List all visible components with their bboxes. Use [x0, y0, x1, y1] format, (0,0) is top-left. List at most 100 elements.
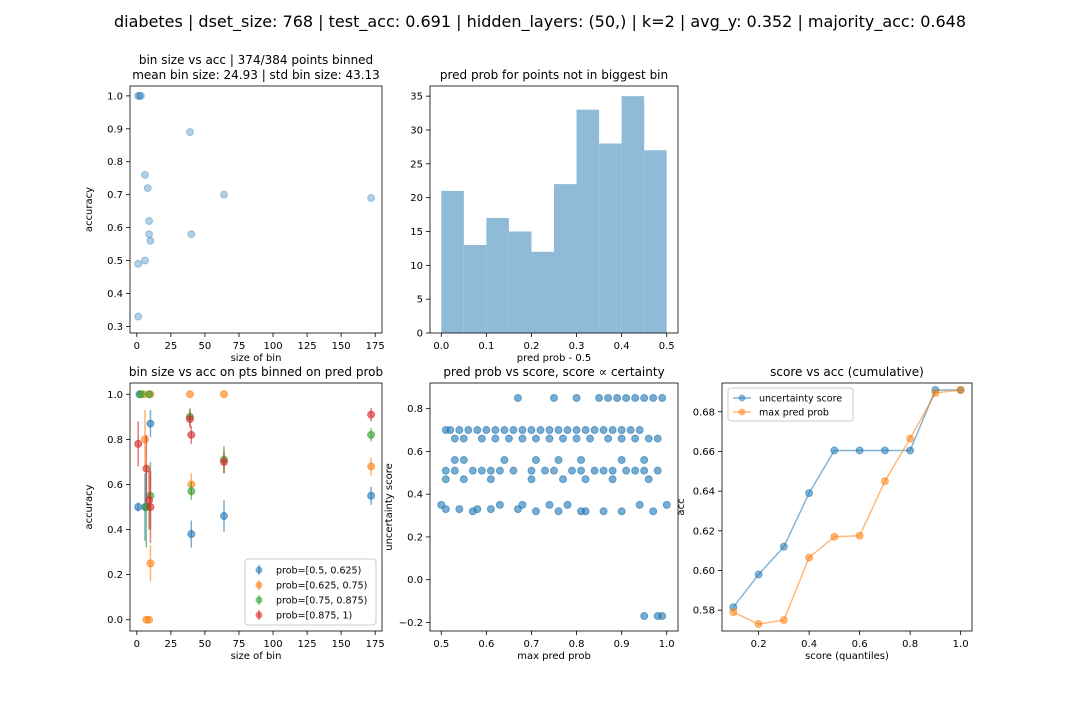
- y-tick-label: 0.2: [107, 570, 123, 581]
- scatter-point: [219, 512, 228, 521]
- scatter-point: [367, 462, 376, 471]
- scatter-point: [509, 466, 518, 475]
- scatter-point: [477, 434, 486, 443]
- x-tick-label: 0.8: [569, 639, 585, 650]
- scatter-point: [146, 503, 155, 511]
- x-tick-label: 100: [263, 341, 282, 352]
- scatter-point: [146, 236, 155, 245]
- scatter-point: [617, 434, 626, 443]
- y-tick-label: 0.5: [107, 256, 123, 267]
- chart-title: score vs acc (cumulative): [770, 365, 924, 379]
- scatter-point: [504, 434, 513, 443]
- x-axis-label: score (quantiles): [805, 651, 889, 662]
- x-axis-label: max pred prob: [517, 651, 591, 662]
- chart-title: pred prob vs score, score ∝ certainty: [443, 365, 664, 379]
- y-tick-label: 20: [410, 193, 423, 204]
- y-tick-label: 10: [410, 261, 423, 272]
- x-tick-label: 50: [199, 639, 212, 650]
- x-tick-label: 175: [366, 341, 385, 352]
- scatter-point: [572, 393, 581, 402]
- scatter-point: [477, 466, 486, 475]
- scatter-point: [622, 466, 631, 475]
- scatter-point: [599, 466, 608, 475]
- series-point: [830, 446, 839, 455]
- y-tick-label: 25: [410, 159, 423, 170]
- y-tick-label: 1.0: [107, 390, 123, 401]
- legend-label: uncertainty score: [759, 394, 842, 405]
- scatter-point: [626, 426, 635, 435]
- scatter-point: [140, 256, 149, 265]
- scatter-point: [187, 487, 196, 496]
- legend-marker: [738, 394, 746, 402]
- series-line: [732, 389, 961, 608]
- series-point: [855, 446, 864, 455]
- y-tick-label: 0.58: [693, 606, 715, 617]
- scatter-point: [468, 466, 477, 475]
- scatter-point: [187, 530, 196, 539]
- scatter-point: [146, 419, 155, 428]
- scatter-point: [568, 466, 577, 475]
- histogram-bar: [621, 96, 645, 333]
- legend-box: [244, 558, 377, 626]
- legend-marker: [255, 611, 263, 619]
- scatter-point: [604, 393, 613, 402]
- scatter-point: [441, 505, 450, 514]
- scatter-point: [658, 393, 667, 402]
- scatter-point: [640, 466, 649, 475]
- series-point: [956, 385, 965, 394]
- y-tick-label: 15: [410, 227, 423, 238]
- x-tick-label: 25: [164, 341, 177, 352]
- y-tick-label: 0.4: [107, 289, 123, 300]
- histogram-bar: [441, 190, 464, 333]
- charts: 0 25 50 75 100 125 150 1750.30.40.50.60.70.80.9…: [84, 53, 973, 662]
- scatter-point: [446, 426, 455, 435]
- x-tick-label: 0: [134, 639, 140, 650]
- scatter-point: [136, 91, 145, 100]
- scatter-point: [441, 466, 450, 475]
- scatter-point: [649, 507, 658, 516]
- scatter-point: [635, 500, 644, 509]
- scatter-point: [187, 430, 196, 439]
- scatter-point: [658, 612, 667, 621]
- y-tick-label: 30: [410, 125, 423, 136]
- scatter-point: [613, 393, 622, 402]
- histogram-bar: [531, 251, 554, 333]
- scatter-point: [608, 475, 617, 484]
- scatter-point: [219, 190, 228, 199]
- scatter-point: [145, 217, 154, 226]
- scatter-point: [563, 500, 572, 509]
- y-tick-label: 0: [417, 329, 423, 340]
- axes-frame: [429, 85, 679, 334]
- y-tick-label: 0.9: [107, 124, 123, 135]
- scatter-point: [631, 393, 640, 402]
- scatter-point: [617, 507, 626, 516]
- scatter-point: [572, 434, 581, 443]
- series-line: [733, 389, 961, 625]
- y-axis-label: uncertainty score: [384, 463, 395, 551]
- x-tick-label: 0.9: [614, 639, 630, 650]
- scatter-point: [134, 312, 143, 321]
- scatter-point: [146, 559, 155, 568]
- axes-frame: [129, 85, 383, 334]
- x-tick-label: 0.0: [433, 341, 449, 352]
- scatter-point: [450, 466, 459, 475]
- scatter-point: [608, 426, 617, 435]
- scatter-point: [595, 393, 604, 402]
- scatter-point: [527, 475, 536, 484]
- scatter-point: [527, 426, 536, 435]
- series-point: [880, 477, 889, 486]
- scatter-point: [590, 466, 599, 475]
- y-tick-label: 0.6: [407, 447, 423, 458]
- scatter-point: [367, 430, 376, 439]
- series-point: [855, 531, 864, 540]
- scatter-point: [145, 615, 154, 624]
- scatter-point: [185, 390, 194, 399]
- scatter-point: [644, 434, 653, 443]
- series-point: [754, 570, 763, 579]
- scatter-point: [450, 455, 459, 464]
- scatter-point: [486, 475, 495, 484]
- x-tick-label: 125: [298, 639, 317, 650]
- chart-title: bin size vs acc | 374/384 points binned: [139, 53, 373, 67]
- scatter-point: [367, 410, 376, 419]
